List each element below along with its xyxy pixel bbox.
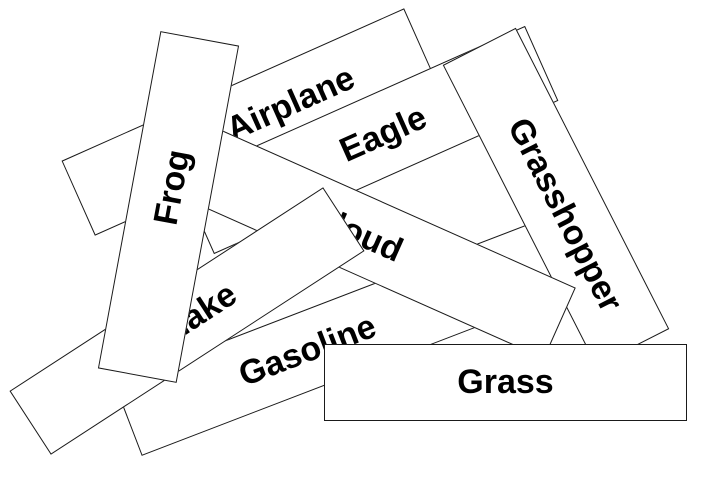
card-eagle-label: Eagle bbox=[333, 97, 433, 170]
card-grass[interactable]: Grass bbox=[324, 344, 687, 421]
card-frog-label: Frog bbox=[146, 146, 198, 228]
card-grass-label: Grass bbox=[457, 363, 554, 401]
